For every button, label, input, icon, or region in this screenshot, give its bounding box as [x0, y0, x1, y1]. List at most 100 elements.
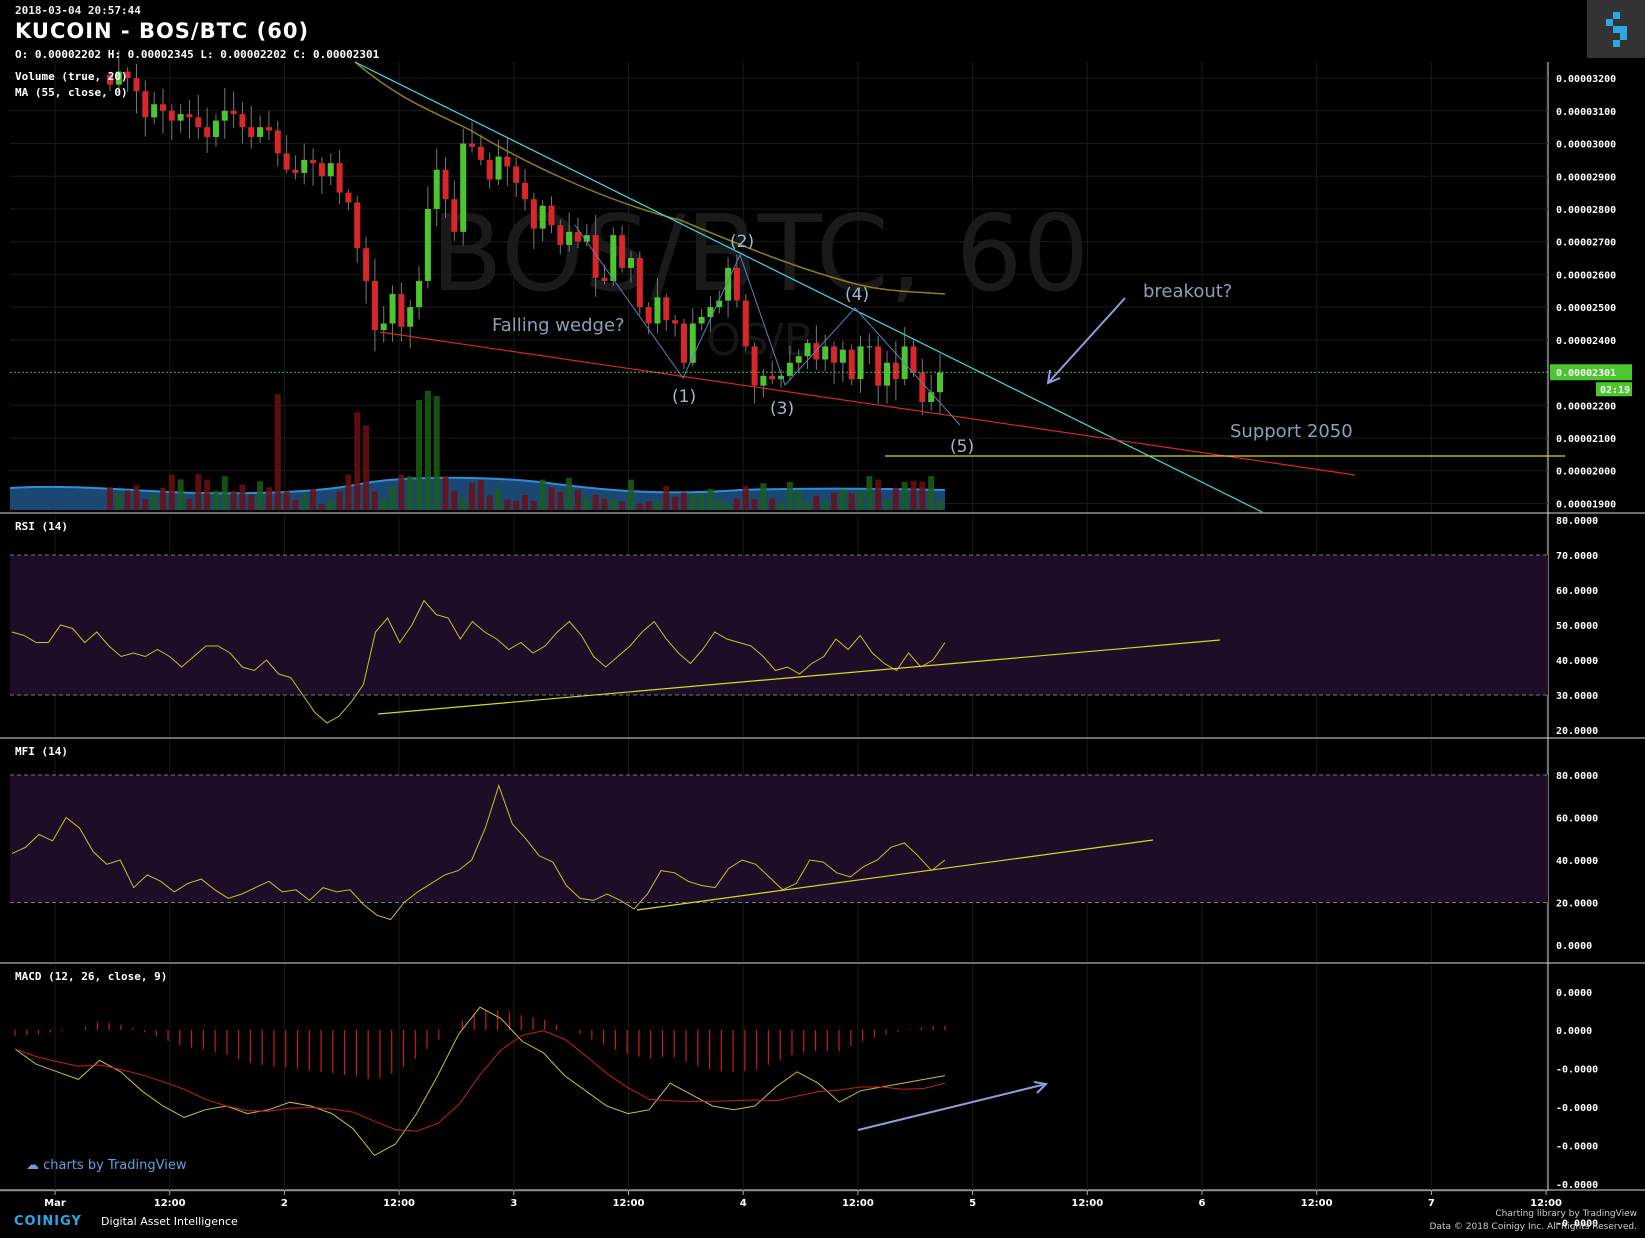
candle-body: [318, 163, 325, 177]
rsi-tick-label: 60.0000: [1556, 586, 1598, 597]
candle-body: [760, 375, 767, 386]
volume-bar: [274, 394, 281, 510]
volume-bar: [566, 477, 573, 510]
candle-body: [583, 235, 590, 242]
volume-bar: [195, 474, 202, 510]
candle-body: [645, 307, 652, 324]
candle-body: [928, 392, 935, 403]
price-tick-label: 0.00002500: [1556, 303, 1616, 314]
volume-bar: [716, 498, 723, 510]
footer-brand: COINIGY Digital Asset Intelligence: [14, 1210, 238, 1229]
volume-bar: [645, 501, 652, 510]
breakout-label: breakout?: [1143, 281, 1232, 302]
candle-body: [636, 258, 643, 308]
volume-bar: [884, 499, 891, 510]
rsi-tick-label: 20.0000: [1556, 726, 1598, 737]
candle-body: [574, 231, 581, 242]
mfi-indicator-label[interactable]: MFI (14): [15, 745, 68, 758]
timestamp: 2018-03-04 20:57:44: [15, 4, 141, 17]
volume-bar: [839, 489, 846, 510]
volume-bar: [354, 412, 361, 510]
charting-library-text: Charting library by: [1495, 1209, 1580, 1219]
candle-body: [107, 74, 113, 85]
time-tick-label: 12:00: [1301, 1198, 1333, 1209]
candle-body: [283, 153, 290, 170]
volume-bar: [318, 503, 325, 510]
volume-bar: [574, 489, 581, 510]
candle-body: [389, 294, 396, 324]
candle-body: [654, 297, 661, 324]
footer-brand-name: COINIGY: [14, 1214, 82, 1229]
volume-bar: [583, 497, 590, 510]
volume-bar: [460, 497, 467, 510]
candle-body: [407, 307, 414, 327]
volume-bar: [248, 494, 255, 510]
volume-bar: [672, 496, 679, 510]
volume-bar: [557, 491, 564, 510]
candle-body: [345, 192, 352, 203]
volume-bar: [142, 499, 149, 510]
wave-1-label: (1): [672, 387, 696, 407]
candle-body: [265, 127, 272, 131]
candle-body: [601, 277, 608, 281]
candle-body: [354, 202, 361, 249]
volume-bar: [486, 495, 493, 510]
volume-bar: [133, 485, 140, 510]
candle-body: [327, 163, 334, 177]
macd-tick-label: -0.0000: [1556, 1065, 1598, 1076]
volume-bar: [451, 490, 458, 510]
macd-indicator-label[interactable]: MACD (12, 26, close, 9): [15, 970, 168, 983]
candle-body: [257, 127, 264, 137]
mfi-trendline: [636, 839, 1154, 911]
time-tick-label: 6: [1199, 1198, 1206, 1209]
candle-body: [168, 110, 175, 121]
rsi-indicator-label[interactable]: RSI (14): [15, 520, 68, 533]
volume-bar: [901, 481, 908, 510]
volume-bar: [495, 488, 502, 510]
volume-bar: [416, 399, 423, 510]
volume-bar: [513, 500, 520, 510]
rsi-line: [11, 599, 946, 724]
volume-bar: [769, 498, 776, 510]
price-tick-label: 0.00002900: [1556, 172, 1616, 183]
price-tick-label: 0.00002600: [1556, 270, 1616, 281]
candle-body: [884, 362, 891, 386]
time-tick-label: 12:00: [613, 1198, 645, 1209]
volume-bar: [804, 501, 811, 510]
candle-body: [398, 294, 405, 327]
wave-5-label: (5): [950, 437, 974, 457]
candle-body: [822, 346, 829, 360]
tradingview-credit[interactable]: ☁ charts by TradingView: [26, 1158, 186, 1173]
candle-body: [716, 300, 723, 308]
countdown-badge: [1596, 382, 1632, 397]
wave-3-label: (3): [770, 399, 794, 419]
candle-body: [442, 169, 449, 200]
macd-tick-label: 0.0000: [1556, 1026, 1592, 1037]
candle-body: [769, 375, 776, 380]
candle-body: [548, 205, 555, 226]
volume-bar: [504, 499, 511, 510]
volume-bar: [389, 486, 396, 510]
candle-body: [539, 205, 546, 229]
volume-bar: [115, 492, 122, 510]
volume-bar: [733, 498, 740, 510]
candle-body: [707, 307, 714, 317]
volume-bar: [760, 483, 767, 510]
mfi-tick-label: 0.0000: [1556, 941, 1592, 952]
volume-bar: [477, 480, 484, 510]
rsi-tick-label: 70.0000: [1556, 551, 1598, 562]
candle-body: [151, 104, 158, 118]
price-tick-label: 0.00003200: [1556, 74, 1616, 85]
volume-bar: [610, 498, 617, 510]
volume-bar: [786, 481, 793, 510]
candle-body: [433, 169, 440, 209]
volume-bar: [283, 491, 290, 510]
price-tick-label: 0.00003100: [1556, 107, 1616, 118]
time-tick-label: 3: [510, 1198, 517, 1209]
mfi-tick-label: 20.0000: [1556, 899, 1598, 910]
volume-bar: [301, 494, 308, 510]
volume-indicator-label[interactable]: Volume (true, 20): [15, 70, 128, 83]
ma-indicator-label[interactable]: MA (55, close, 0): [15, 86, 128, 99]
candle-body: [310, 159, 317, 164]
candle-body: [610, 235, 617, 281]
